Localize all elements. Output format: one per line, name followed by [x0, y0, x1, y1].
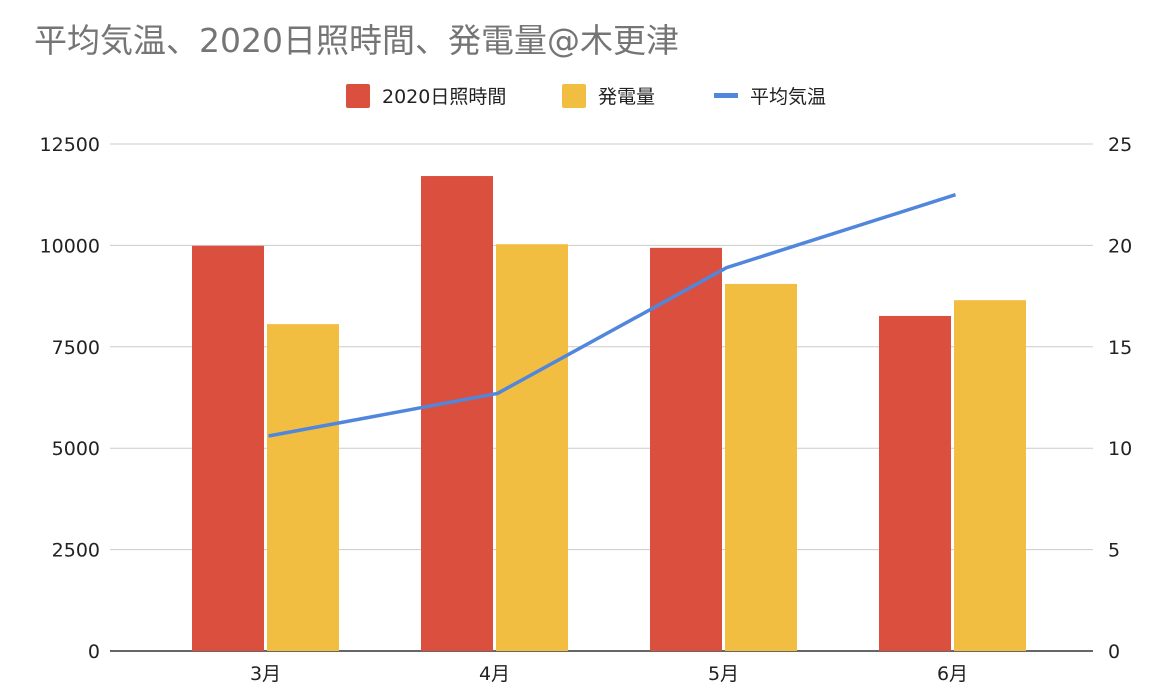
bar-2020日照時間 — [879, 315, 951, 651]
left-tick-label: 7500 — [52, 337, 100, 359]
axis-ticks: 0 2500 5000 7500 10000 12500 0 5 10 15 20 25 3月 4月 5月 6… — [40, 134, 1133, 685]
right-tick-label: 20 — [1108, 235, 1132, 257]
left-tick-label: 10000 — [40, 235, 100, 257]
line-series — [268, 193, 957, 438]
x-tick-label: 6月 — [937, 663, 968, 685]
legend-swatch — [346, 84, 370, 108]
left-tick-label: 2500 — [52, 540, 100, 562]
chart-title: 平均気温、2020日照時間、発電量@木更津 — [34, 21, 679, 60]
bar-2020日照時間 — [192, 245, 264, 651]
right-tick-label: 0 — [1108, 641, 1120, 663]
right-tick-label: 5 — [1108, 540, 1120, 562]
legend-label: 発電量 — [598, 86, 655, 108]
right-tick-label: 15 — [1108, 337, 1132, 359]
legend-swatch — [562, 84, 586, 108]
legend-label: 平均気温 — [750, 86, 826, 108]
left-tick-label: 0 — [88, 641, 100, 663]
line-平均気温 — [268, 193, 957, 438]
right-tick-label: 25 — [1108, 134, 1132, 156]
bars — [192, 176, 1026, 651]
bar-発電量 — [954, 300, 1026, 651]
x-tick-label: 4月 — [479, 663, 510, 685]
bar-2020日照時間 — [421, 176, 493, 651]
legend-swatch — [714, 93, 738, 98]
left-tick-label: 5000 — [52, 438, 100, 460]
bar-発電量 — [725, 283, 797, 651]
x-tick-label: 5月 — [708, 663, 739, 685]
legend-label: 2020日照時間 — [382, 86, 506, 108]
bar-2020日照時間 — [650, 247, 722, 651]
right-tick-label: 10 — [1108, 438, 1132, 460]
x-tick-label: 3月 — [250, 663, 281, 685]
bar-発電量 — [267, 324, 339, 651]
left-tick-label: 12500 — [40, 134, 100, 156]
bar-発電量 — [496, 244, 568, 651]
legend: 2020日照時間 発電量 平均気温 — [346, 84, 826, 108]
